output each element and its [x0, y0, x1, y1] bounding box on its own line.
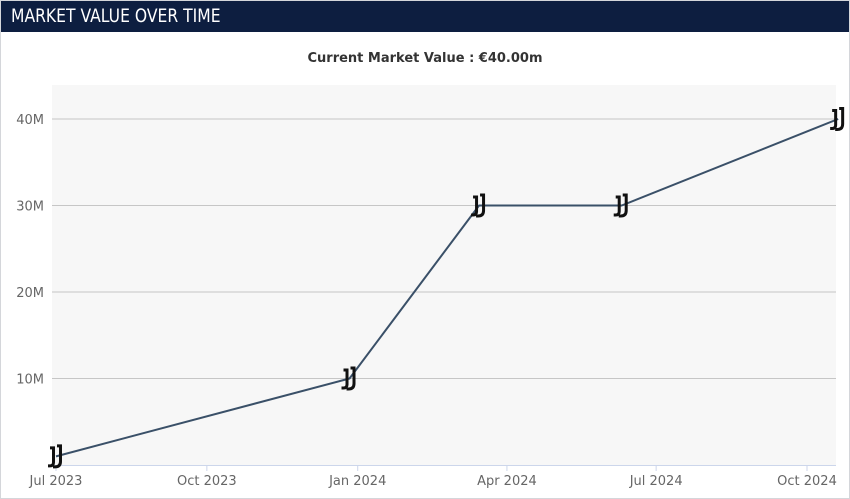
current-value-label: Current Market Value :	[307, 51, 475, 66]
y-tick-label: 20M	[16, 286, 44, 301]
series-line	[55, 118, 839, 458]
club-crest-icon[interactable]	[341, 366, 356, 391]
y-tick-label: 40M	[16, 113, 44, 128]
club-crest-icon[interactable]	[613, 193, 628, 218]
y-tick-label: 30M	[16, 200, 44, 215]
club-crest-icon[interactable]	[830, 107, 845, 131]
y-tick-label: 10M	[16, 373, 44, 388]
current-value: €40.00m	[478, 51, 543, 66]
plot-background	[52, 85, 836, 465]
x-tick-label: Oct 2023	[177, 474, 237, 489]
x-tick-label: Apr 2024	[477, 474, 537, 489]
club-crest-icon[interactable]	[471, 193, 486, 218]
x-tick-label: Jul 2024	[629, 474, 683, 489]
widget-header: MARKET VALUE OVER TIME	[1, 1, 849, 32]
club-crest-icon[interactable]	[48, 444, 62, 469]
x-tick-label: Oct 2024	[777, 474, 837, 489]
x-tick-label: Jul 2023	[29, 474, 83, 489]
chart-subtitle: Current Market Value : €40.00m	[1, 51, 849, 66]
header-title: MARKET VALUE OVER TIME	[11, 5, 221, 27]
x-tick-label: Jan 2024	[328, 474, 386, 489]
